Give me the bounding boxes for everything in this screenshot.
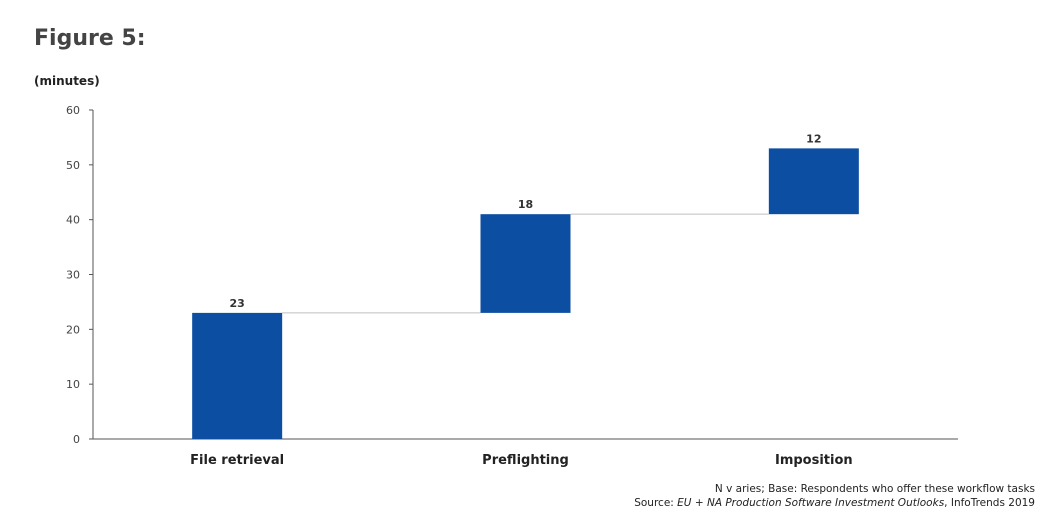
bar (768, 148, 859, 215)
x-category-label: File retrieval (190, 453, 284, 468)
y-tick-label: 60 (66, 104, 80, 117)
data-label: 23 (230, 297, 245, 310)
y-axis-unit-label: (minutes) (34, 74, 100, 88)
y-tick-label: 0 (73, 433, 80, 446)
x-category-label: Preflighting (482, 453, 569, 468)
data-label: 12 (806, 132, 821, 145)
source-suffix: , InfoTrends 2019 (944, 497, 1035, 509)
footnote-source: Source: EU + NA Production Software Inve… (634, 496, 1035, 510)
chart-footnote: N v aries; Base: Respondents who offer t… (634, 482, 1035, 510)
y-tick-label: 30 (66, 269, 80, 282)
figure-title: Figure 5: (34, 26, 146, 51)
footnote-base: N v aries; Base: Respondents who offer t… (714, 483, 1035, 495)
source-prefix: Source: (634, 497, 678, 509)
y-tick-label: 10 (66, 378, 80, 391)
x-category-label: Imposition (775, 453, 853, 468)
data-label: 18 (518, 198, 533, 211)
y-tick-label: 50 (66, 159, 80, 172)
y-tick-label: 20 (66, 323, 80, 336)
bar (480, 214, 571, 313)
source-title: EU + NA Production Software Investment O… (677, 497, 945, 509)
bar (192, 312, 283, 439)
y-tick-label: 40 (66, 214, 80, 227)
